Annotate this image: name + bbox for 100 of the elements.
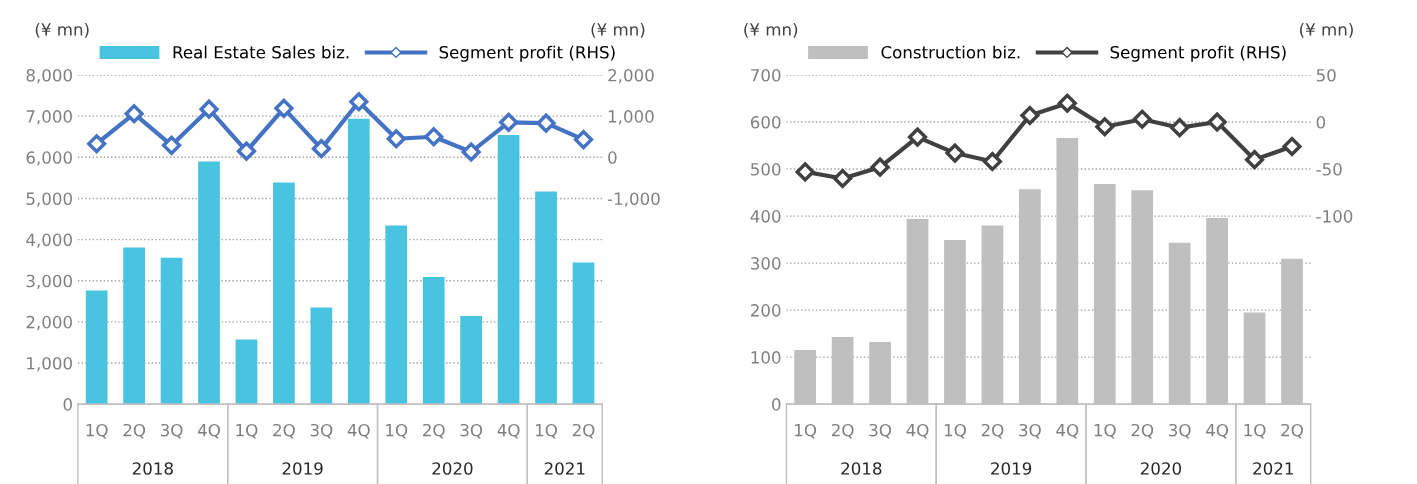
point (1132, 109, 1152, 129)
x-tick-label: 2Q (1281, 423, 1303, 439)
text: 2018 (841, 462, 882, 475)
x-tick-label: 1Q (795, 423, 817, 439)
y2-axis-title: (¥ mn) (1300, 22, 1353, 38)
y-tick-label: 3,000 (26, 274, 72, 289)
y-tick-label: 500 (751, 163, 781, 176)
y2-axis-title: (¥ mn) (591, 22, 645, 38)
y2-tick-label: 0 (608, 151, 617, 164)
y-tick-label: 8,000 (26, 68, 72, 84)
y-tick-label: 1,000 (27, 356, 72, 372)
x-tick-label: 3Q (1019, 423, 1041, 439)
y2-tick-label: 50 (1316, 68, 1336, 82)
legend-label: Segment profit (RHS) (439, 45, 615, 62)
point (1244, 150, 1265, 170)
bar (422, 277, 445, 405)
point (199, 99, 219, 119)
x-tick-label: 4Q (347, 423, 370, 439)
x-tick-label: 1Q (944, 423, 966, 439)
x-tick-label: 2Q (123, 423, 146, 439)
x-tick-label: 3Q (460, 423, 483, 439)
y2-tick-label: 1,000 (608, 110, 654, 125)
bar (160, 257, 183, 405)
x-tick-label: 2Q (831, 423, 854, 439)
y-tick-label: 400 (750, 210, 781, 223)
x-tick-label: 1Q (536, 423, 557, 439)
y2-tick-label: -100 (1316, 210, 1353, 223)
bar (85, 290, 108, 405)
y-tick-label: 4,000 (26, 233, 72, 248)
bar (460, 316, 483, 405)
x-tick-label: 3Q (1169, 423, 1191, 439)
x-tick-label: 2Q (1131, 423, 1154, 439)
y-tick-label: 100 (751, 351, 781, 364)
x-tick-label: 2Q (423, 423, 445, 439)
point (907, 127, 928, 147)
bar (123, 247, 145, 405)
y-axis-title: (¥ mn) (744, 22, 798, 38)
y-tick-label: 0 (63, 398, 72, 411)
legend-label: Segment profit (RHS) (1110, 45, 1286, 62)
text: 2020 (1140, 462, 1182, 475)
point (1057, 93, 1077, 113)
point (236, 141, 257, 161)
x-tick-label: 1Q (386, 423, 408, 439)
x-tick-label: 1Q (86, 423, 108, 439)
bar (310, 307, 333, 405)
point (311, 139, 331, 159)
y-tick-label: 600 (750, 116, 781, 129)
point (161, 135, 182, 155)
legend-label: Real Estate Sales biz. (173, 45, 349, 59)
point (1282, 136, 1302, 157)
bar (385, 225, 408, 405)
point (573, 130, 594, 150)
x-tick-label: 3Q (310, 423, 333, 439)
bar (235, 339, 258, 405)
point (795, 162, 815, 182)
x-tick-label: 3Q (869, 423, 891, 439)
x-tick-label: 1Q (1094, 423, 1116, 439)
y2-tick-label: -1,000 (607, 192, 660, 207)
point (1170, 118, 1190, 138)
point (274, 98, 294, 118)
y-tick-label: 5,000 (26, 192, 72, 207)
bar (497, 135, 520, 405)
y-tick-label: 0 (772, 398, 781, 411)
legend-label: Construction biz. (881, 45, 1020, 59)
x-tick-label: 4Q (1056, 423, 1079, 439)
point (1207, 112, 1227, 132)
bar (347, 118, 370, 405)
y-tick-label: 6,000 (26, 151, 72, 166)
y-tick-label: 7,000 (26, 110, 72, 125)
bar (572, 262, 595, 405)
x-tick-label: 1Q (1244, 423, 1266, 439)
x-tick-label: 4Q (197, 423, 220, 439)
point (1095, 117, 1115, 137)
point (349, 92, 369, 112)
point (945, 143, 965, 163)
y-tick-label: 2,000 (26, 315, 72, 331)
y-tick-label: 700 (751, 68, 781, 82)
bar (273, 182, 295, 405)
x-tick-label: 4Q (906, 423, 929, 439)
point (424, 127, 444, 147)
x-tick-label: 2Q (572, 423, 595, 439)
point (386, 129, 406, 149)
x-tick-label: 4Q (1206, 423, 1229, 439)
y2-tick-label: 0 (1316, 116, 1326, 129)
point (124, 104, 144, 124)
y-axis-title: (¥ mn) (35, 22, 89, 38)
x-tick-label: 3Q (160, 423, 183, 439)
bar (535, 191, 557, 405)
text: 2018 (132, 462, 173, 475)
point (499, 112, 519, 132)
y2-tick-label: -50 (1316, 163, 1342, 176)
x-tick-label: 2Q (273, 423, 295, 439)
text: 2019 (282, 462, 323, 475)
text: 2021 (544, 462, 585, 475)
y-tick-label: 200 (750, 304, 781, 317)
text: 2020 (432, 462, 473, 475)
x-tick-label: 1Q (236, 423, 258, 439)
x-tick-label: 2Q (981, 423, 1004, 439)
text: 2021 (1253, 462, 1293, 475)
bar (198, 161, 220, 405)
